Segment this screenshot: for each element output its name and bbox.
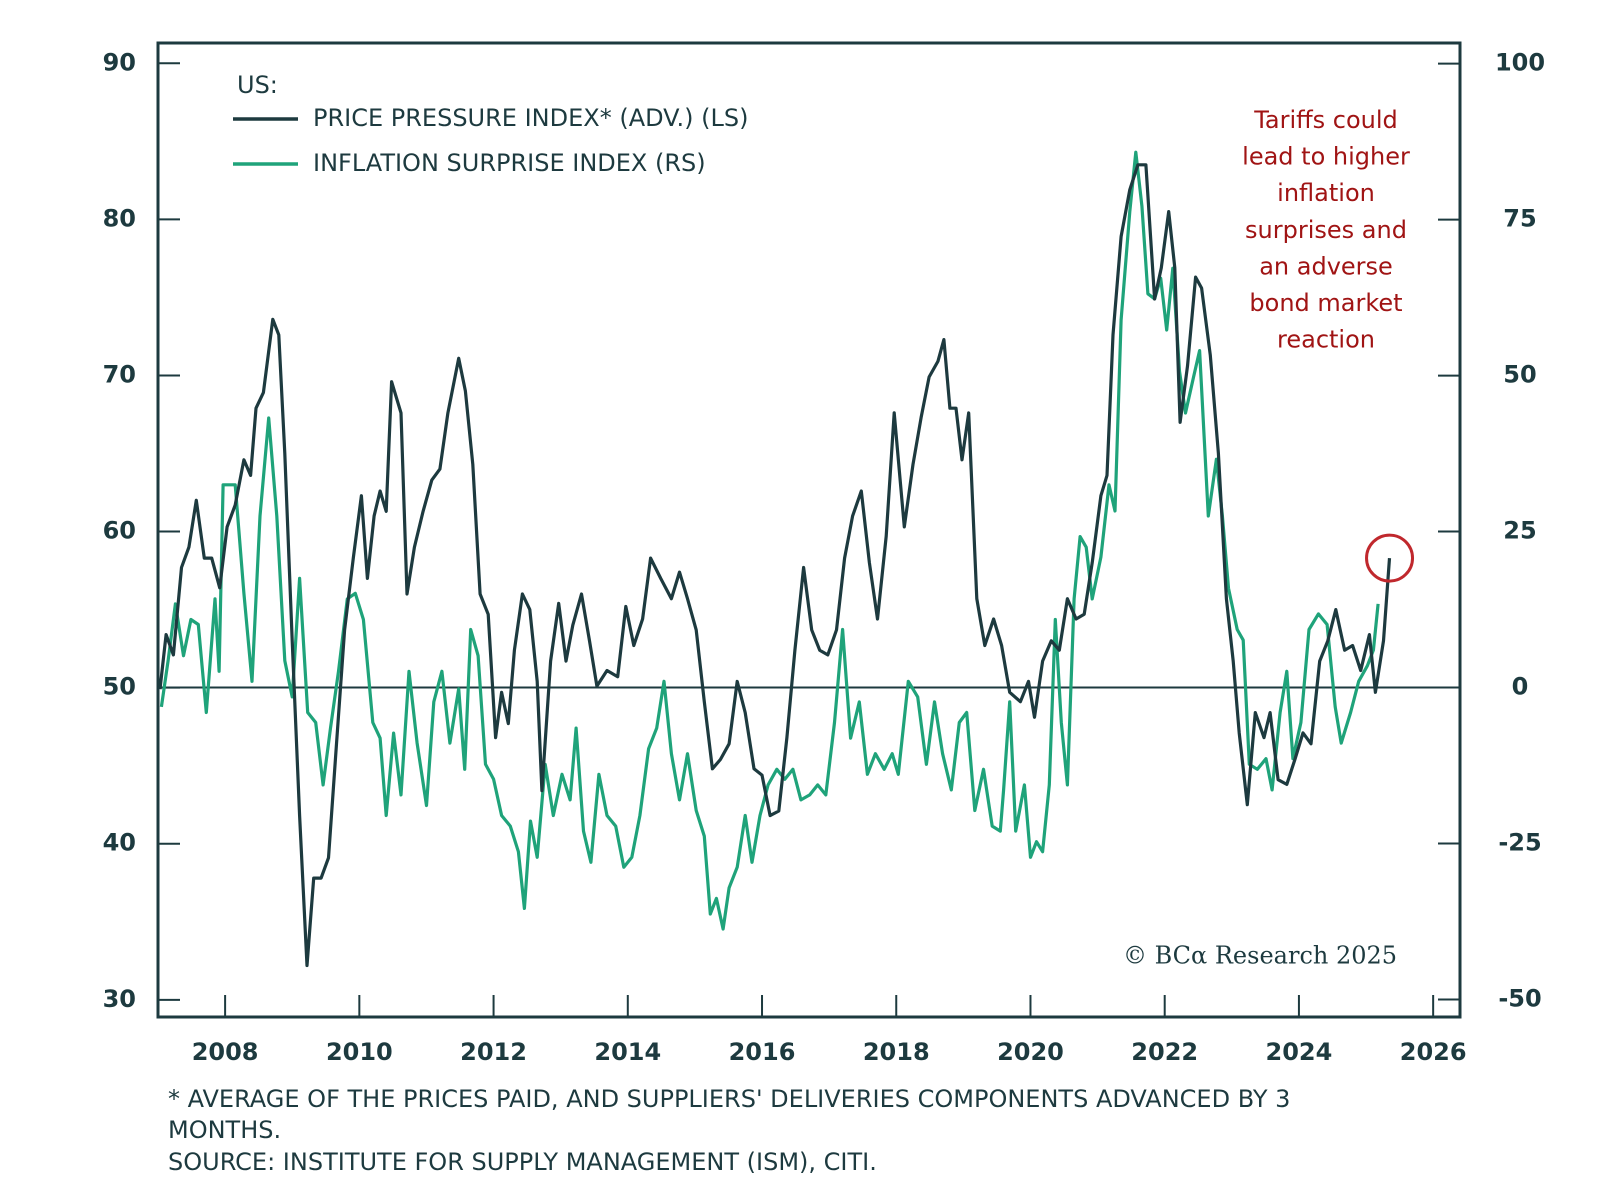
x-tick-label: 2012 <box>460 1038 527 1066</box>
x-tick-label: 2018 <box>863 1038 930 1066</box>
y2-tick-label: 0 <box>1512 673 1529 701</box>
y2-tick-label: -25 <box>1498 829 1541 857</box>
x-tick-label: 2020 <box>997 1038 1064 1066</box>
y2-tick-label: 100 <box>1495 49 1545 77</box>
footnote: * AVERAGE OF THE PRICES PAID, AND SUPPLI… <box>168 1085 1290 1113</box>
x-tick-label: 2022 <box>1131 1038 1198 1066</box>
y-tick-label: 40 <box>103 829 136 857</box>
annotation: surprises and <box>1245 216 1407 244</box>
y-tick-label: 30 <box>103 985 136 1013</box>
x-tick-label: 2008 <box>192 1038 259 1066</box>
series-line <box>158 163 1392 968</box>
annotation: an adverse <box>1259 252 1393 280</box>
legend-label: PRICE PRESSURE INDEX* (ADV.) (LS) <box>313 104 748 132</box>
x-tick-label: 2014 <box>594 1038 661 1066</box>
y2-tick-label: 25 <box>1503 517 1536 545</box>
x-tick-label: 2024 <box>1266 1038 1333 1066</box>
highlight-circle <box>1365 533 1415 583</box>
x-tick-label: 2016 <box>729 1038 796 1066</box>
annotation: Tariffs could <box>1253 106 1398 134</box>
copyright: © BCα Research 2025 <box>1123 942 1397 970</box>
plot-frame <box>156 41 1462 1019</box>
source: SOURCE: INSTITUTE FOR SUPPLY MANAGEMENT … <box>168 1148 877 1176</box>
annotation: bond market <box>1249 289 1402 317</box>
footnote: MONTHS. <box>168 1116 281 1144</box>
x-tick-label: 2010 <box>326 1038 393 1066</box>
legend-label: INFLATION SURPRISE INDEX (RS) <box>313 149 706 177</box>
annotation: reaction <box>1277 326 1375 354</box>
legend-title: US: <box>237 71 278 99</box>
y2-tick-label: 50 <box>1503 361 1536 389</box>
y-tick-label: 70 <box>103 360 136 388</box>
annotation: lead to higher <box>1242 143 1410 171</box>
x-tick-label: 2026 <box>1400 1038 1467 1066</box>
y-tick-label: 90 <box>103 48 136 76</box>
y-tick-label: 80 <box>103 204 136 232</box>
y2-tick-label: -50 <box>1498 985 1541 1013</box>
y-tick-label: 60 <box>103 517 136 545</box>
y2-tick-label: 75 <box>1503 205 1536 233</box>
y-tick-label: 50 <box>103 673 136 701</box>
annotation: inflation <box>1277 179 1375 207</box>
